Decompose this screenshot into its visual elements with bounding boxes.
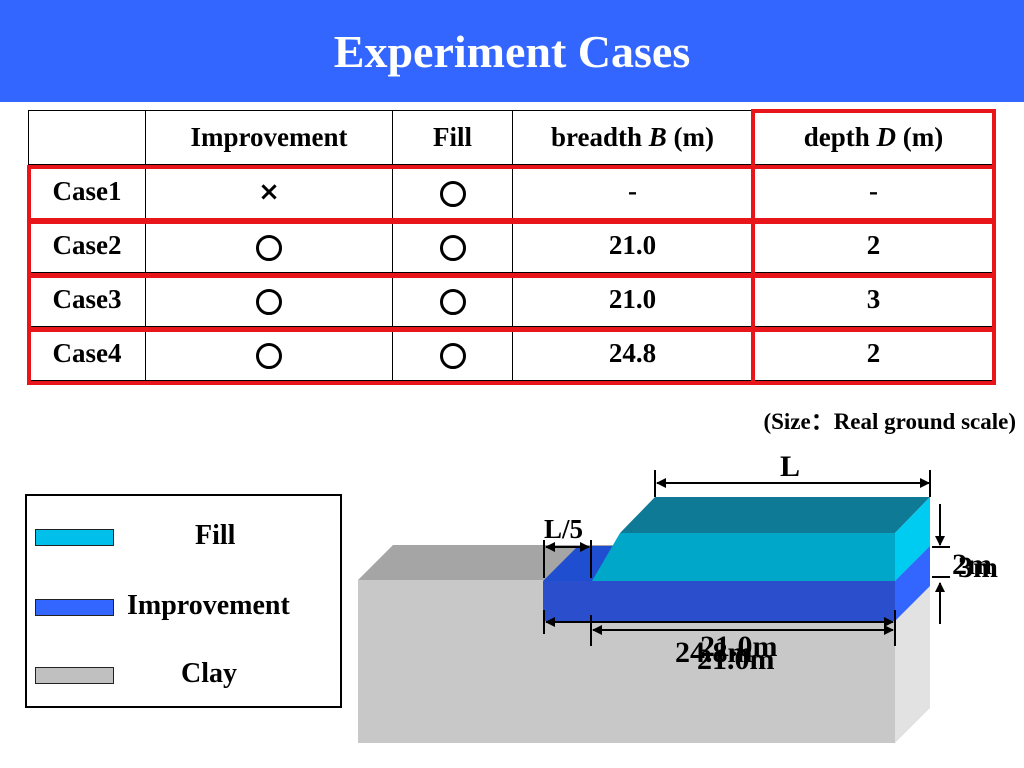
circle-icon	[439, 180, 466, 207]
circle-icon	[439, 342, 466, 369]
legend-label-fill: Fill	[195, 520, 236, 551]
fill-front-face	[592, 533, 895, 581]
depth-cell: -	[752, 164, 995, 219]
scale-note: (Size：Real ground scale)	[763, 409, 1016, 434]
title-bar	[0, 0, 1024, 102]
legend-swatch-clay	[35, 667, 114, 684]
experiment-cases-table: Improvement Fill breadth B (m) depth D (…	[28, 110, 995, 381]
fill-side-face	[895, 497, 930, 581]
circle-icon	[256, 342, 282, 369]
legend-swatch-fill	[35, 529, 114, 546]
label-breadth-b: 21.0m	[700, 630, 778, 663]
table-row: Case1 × - -	[28, 164, 995, 219]
case-name: Case4	[28, 326, 146, 381]
breadth-cell: 24.8	[512, 326, 753, 381]
label-depth-a: 2m	[952, 548, 992, 581]
label-L5: L/5	[544, 514, 583, 544]
legend-label-clay: Clay	[181, 658, 237, 689]
circle-icon	[439, 234, 466, 261]
header-depth-unit: (m)	[902, 122, 944, 152]
page-title: Experiment Cases	[333, 26, 691, 77]
label-L: L	[780, 450, 800, 483]
header-depth-label: depth	[803, 122, 870, 152]
header-breadth: breadth B (m)	[512, 110, 753, 165]
case-name: Case2	[28, 218, 146, 273]
header-fill: Fill	[392, 110, 513, 165]
cross-icon: ×	[258, 177, 280, 207]
header-depth-symbol: D	[876, 122, 897, 152]
label-breadth-c: 21.0m	[697, 643, 775, 676]
circle-icon	[256, 288, 282, 315]
header-case	[28, 110, 146, 165]
depth-cell: 3	[752, 272, 995, 327]
depth-cell: 2	[752, 326, 995, 381]
label-depth-b: 3m	[958, 551, 998, 584]
fill-top-face	[620, 497, 930, 533]
table-row: Case2 21.0 2	[28, 218, 995, 273]
legend-label-improvement: Improvement	[127, 590, 290, 621]
legend: Fill Improvement Clay	[25, 494, 342, 708]
header-breadth-label: breadth	[550, 122, 643, 152]
case-name: Case1	[28, 164, 146, 219]
breadth-cell: 21.0	[512, 272, 753, 327]
table-row: Case4 24.8 2	[28, 326, 995, 381]
circle-icon	[439, 288, 466, 315]
improvement-cell: ×	[145, 164, 393, 219]
header-breadth-symbol: B	[648, 122, 667, 152]
header-breadth-unit: (m)	[673, 122, 715, 152]
label-breadth-a: 24.8m	[675, 636, 753, 669]
improvement-cell	[145, 326, 393, 381]
circle-icon	[256, 234, 282, 261]
fill-cell	[392, 218, 513, 273]
improvement-front-face	[543, 581, 895, 621]
legend-swatch-improvement	[35, 599, 114, 616]
improvement-side-face	[895, 546, 930, 621]
improvement-cell	[145, 272, 393, 327]
improvement-cell	[145, 218, 393, 273]
